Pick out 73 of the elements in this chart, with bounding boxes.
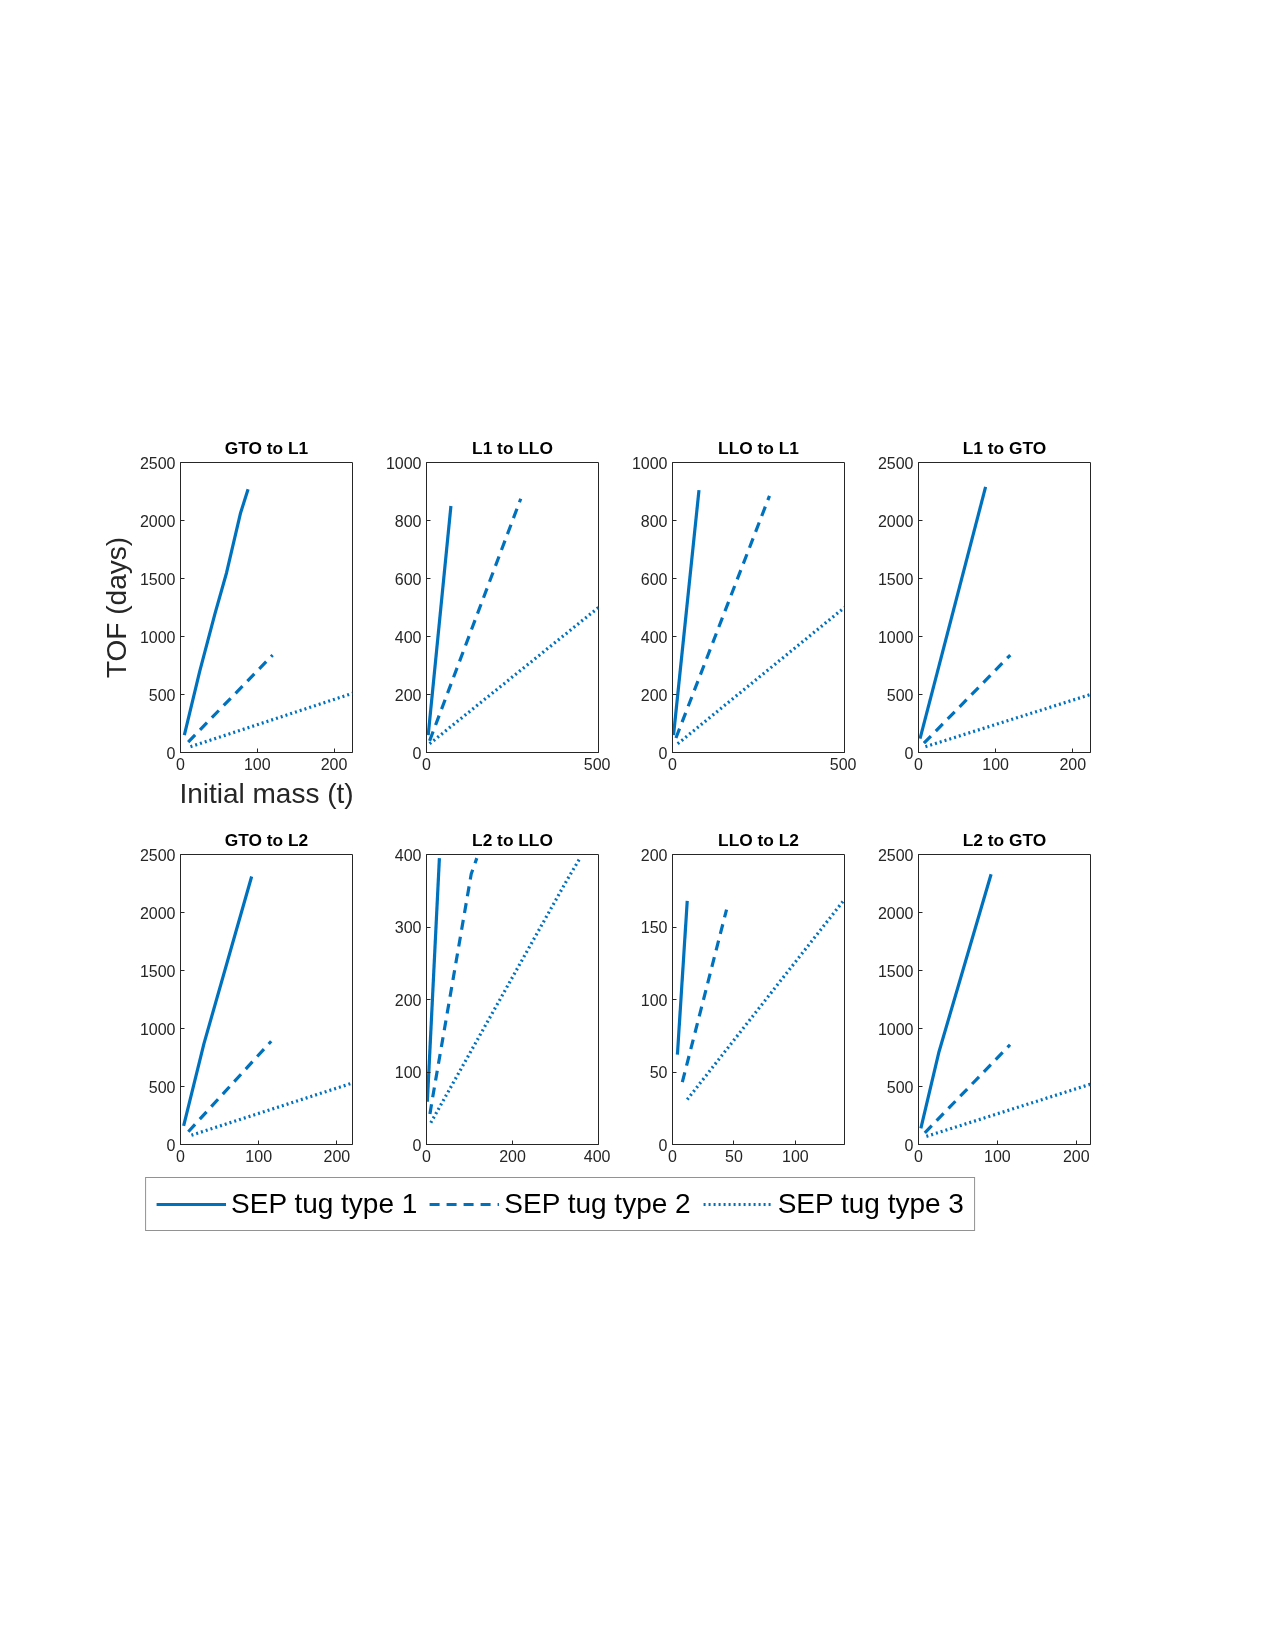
chart-title: GTO to L2 [224,829,309,850]
y-tick-label: 500 [148,1078,176,1096]
chart-title: L2 to GTO [962,829,1047,850]
y-tick-label: 1000 [877,1020,914,1038]
x-tick-label: 100 [982,755,1010,773]
y-tick-label: 1000 [385,454,422,472]
chart-title: LLO to L2 [718,829,799,850]
y-tick-label: 800 [640,512,668,530]
y-tick-label: 2000 [877,512,914,530]
x-tick-label: 200 [1059,755,1087,773]
x-tick-label: 100 [243,755,271,773]
y-tick-label: 500 [886,1078,914,1096]
legend-label: SEP tug type 2 [504,1188,691,1220]
y-tick-label: 1500 [877,570,914,588]
y-tick-label: 1500 [139,570,176,588]
y-tick-label: 600 [640,570,668,588]
y-tick-label: 400 [394,846,422,864]
y-tick-label: 1500 [139,962,176,980]
y-tick-label: 100 [394,1064,422,1081]
y-tick-label: 0 [412,744,422,762]
chart-title: L1 to GTO [962,437,1047,458]
y-tick-label: 0 [904,744,914,762]
y-tick-label: 800 [394,512,422,530]
y-tick-label: 1000 [139,1020,176,1038]
y-tick-label: 200 [394,991,422,1009]
x-tick-label: 100 [984,1147,1011,1165]
y-tick-label: 50 [649,1064,668,1081]
x-tick-label: 200 [1062,1147,1090,1165]
y-tick-label: 2500 [139,454,176,472]
y-tick-label: 1000 [877,628,914,646]
x-tick-label: 100 [245,1147,273,1165]
y-tick-label: 2500 [877,454,914,472]
y-tick-label: 2000 [877,904,914,922]
chart-title: L2 to LLO [472,829,553,850]
legend-label: SEP tug type 1 [231,1188,418,1220]
y-tick-label: 200 [640,686,668,704]
chart-title: LLO to L1 [718,437,800,458]
chart-title: L1 to LLO [472,437,553,458]
y-tick-label: 2000 [139,904,176,922]
y-tick-label: 2000 [139,512,176,530]
x-tick-label: 200 [499,1147,526,1165]
x-tick-label: 100 [782,1147,809,1165]
y-tick-label: 500 [886,686,914,704]
x-tick-label: 200 [320,755,348,773]
chart-title: GTO to L1 [224,437,309,458]
y-tick-label: 1500 [877,962,914,980]
x-tick-label: 500 [829,755,857,773]
x-axis-title: Initial mass (t) [179,777,354,809]
y-tick-label: 1000 [139,628,176,646]
legend-label: SEP tug type 3 [777,1188,964,1220]
y-tick-label: 1000 [631,454,668,472]
y-tick-label: 400 [640,628,668,646]
y-axis-title: TOF (days) [100,536,132,679]
y-tick-label: 600 [394,570,422,588]
x-tick-label: 400 [583,1147,611,1165]
y-tick-label: 200 [394,686,422,704]
y-tick-label: 2500 [877,846,914,864]
y-tick-label: 0 [658,744,668,762]
y-tick-label: 2500 [139,846,176,864]
y-tick-label: 400 [394,628,422,646]
y-tick-label: 0 [166,744,176,762]
y-tick-label: 100 [640,991,668,1009]
y-tick-label: 0 [412,1136,422,1154]
y-tick-label: 500 [148,686,176,704]
x-tick-label: 50 [725,1147,743,1165]
y-tick-label: 300 [394,919,422,936]
x-tick-label: 200 [323,1147,351,1165]
y-tick-label: 0 [658,1136,668,1154]
y-tick-label: 0 [166,1136,176,1154]
y-tick-label: 200 [640,846,668,864]
y-tick-label: 150 [640,919,668,936]
y-tick-label: 0 [904,1136,914,1154]
x-tick-label: 500 [583,755,611,773]
